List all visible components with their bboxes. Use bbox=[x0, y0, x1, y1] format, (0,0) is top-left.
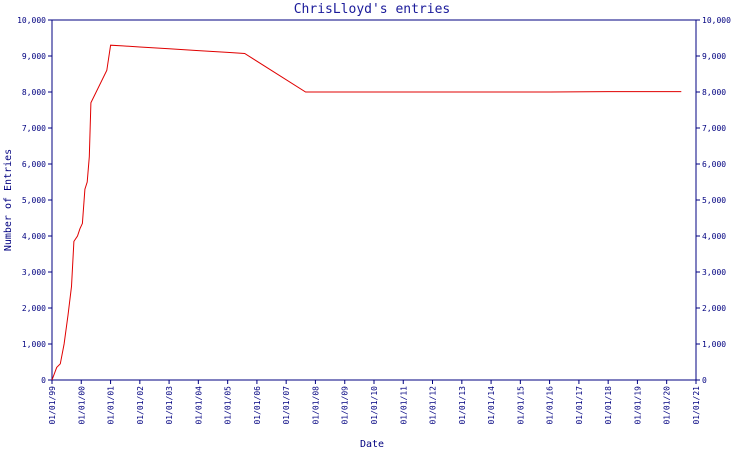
y-tick-label-right: 1,000 bbox=[702, 340, 726, 349]
y-tick-label-left: 10,000 bbox=[17, 16, 46, 25]
y-tick-label-right: 8,000 bbox=[702, 88, 726, 97]
y-tick-label-left: 3,000 bbox=[22, 268, 46, 277]
y-tick-label-right: 6,000 bbox=[702, 160, 726, 169]
y-tick-label-right: 3,000 bbox=[702, 268, 726, 277]
x-tick-label: 01/01/05 bbox=[224, 386, 233, 425]
y-tick-label-right: 2,000 bbox=[702, 304, 726, 313]
y-tick-label-right: 4,000 bbox=[702, 232, 726, 241]
x-tick-label: 01/01/16 bbox=[546, 386, 555, 425]
y-tick-label-left: 5,000 bbox=[22, 196, 46, 205]
x-tick-label: 01/01/20 bbox=[663, 386, 672, 425]
y-tick-label-left: 6,000 bbox=[22, 160, 46, 169]
x-axis: 01/01/99 01/01/00 01/01/01 01/01/02 01/01/03… bbox=[48, 380, 701, 425]
y-axis-label: Number of Entries bbox=[3, 149, 14, 251]
x-tick-label: 01/01/07 bbox=[282, 386, 291, 425]
x-tick-label: 01/01/03 bbox=[165, 386, 174, 425]
y-tick-label-left: 4,000 bbox=[22, 232, 46, 241]
x-tick-label: 01/01/10 bbox=[370, 386, 379, 425]
x-tick-label: 01/01/99 bbox=[48, 386, 57, 425]
y-tick-label-left: 1,000 bbox=[22, 340, 46, 349]
y-tick-label-left: 8,000 bbox=[22, 88, 46, 97]
y-tick-label-left: 2,000 bbox=[22, 304, 46, 313]
x-tick-label: 01/01/13 bbox=[458, 386, 467, 425]
x-tick-label: 01/01/06 bbox=[253, 386, 262, 425]
x-tick-label: 01/01/01 bbox=[107, 386, 116, 425]
x-tick-label: 01/01/09 bbox=[341, 386, 350, 425]
x-tick-label: 01/01/04 bbox=[194, 386, 203, 425]
x-tick-label: 01/01/19 bbox=[633, 386, 642, 425]
x-tick-label: 01/01/11 bbox=[399, 386, 408, 425]
x-tick-label: 01/01/15 bbox=[516, 386, 525, 425]
y-tick-label-right: 10,000 bbox=[702, 16, 731, 25]
x-axis-label: Date bbox=[360, 439, 384, 450]
y-tick-label-left: 0 bbox=[41, 376, 46, 385]
y-tick-label-right: 7,000 bbox=[702, 124, 726, 133]
x-tick-label: 01/01/00 bbox=[77, 386, 86, 425]
x-tick-label: 01/01/18 bbox=[604, 386, 613, 425]
y-tick-label-right: 5,000 bbox=[702, 196, 726, 205]
plot-frame bbox=[51, 19, 697, 381]
y-tick-label-right: 0 bbox=[702, 376, 707, 385]
x-tick-label: 01/01/14 bbox=[487, 386, 496, 425]
y-axis-right: 0 1,000 2,000 3,000 4,000 5,000 6,000 7,000 8,00… bbox=[696, 16, 731, 385]
y-axis-left: 0 1,000 2,000 3,000 4,000 5,000 6,000 7,000 8,00… bbox=[17, 16, 52, 385]
y-tick-label-left: 7,000 bbox=[22, 124, 46, 133]
y-tick-label-left: 9,000 bbox=[22, 52, 46, 61]
x-tick-label: 01/01/12 bbox=[429, 386, 438, 425]
chart-title: ChrisLloyd's entries bbox=[294, 2, 451, 17]
series-group bbox=[51, 44, 682, 381]
x-tick-label: 01/01/17 bbox=[575, 386, 584, 425]
x-tick-label: 01/01/02 bbox=[136, 386, 145, 425]
x-tick-label: 01/01/08 bbox=[311, 386, 320, 425]
y-tick-label-right: 9,000 bbox=[702, 52, 726, 61]
series-line-entries bbox=[51, 44, 682, 381]
x-tick-label: 01/01/21 bbox=[692, 386, 701, 425]
